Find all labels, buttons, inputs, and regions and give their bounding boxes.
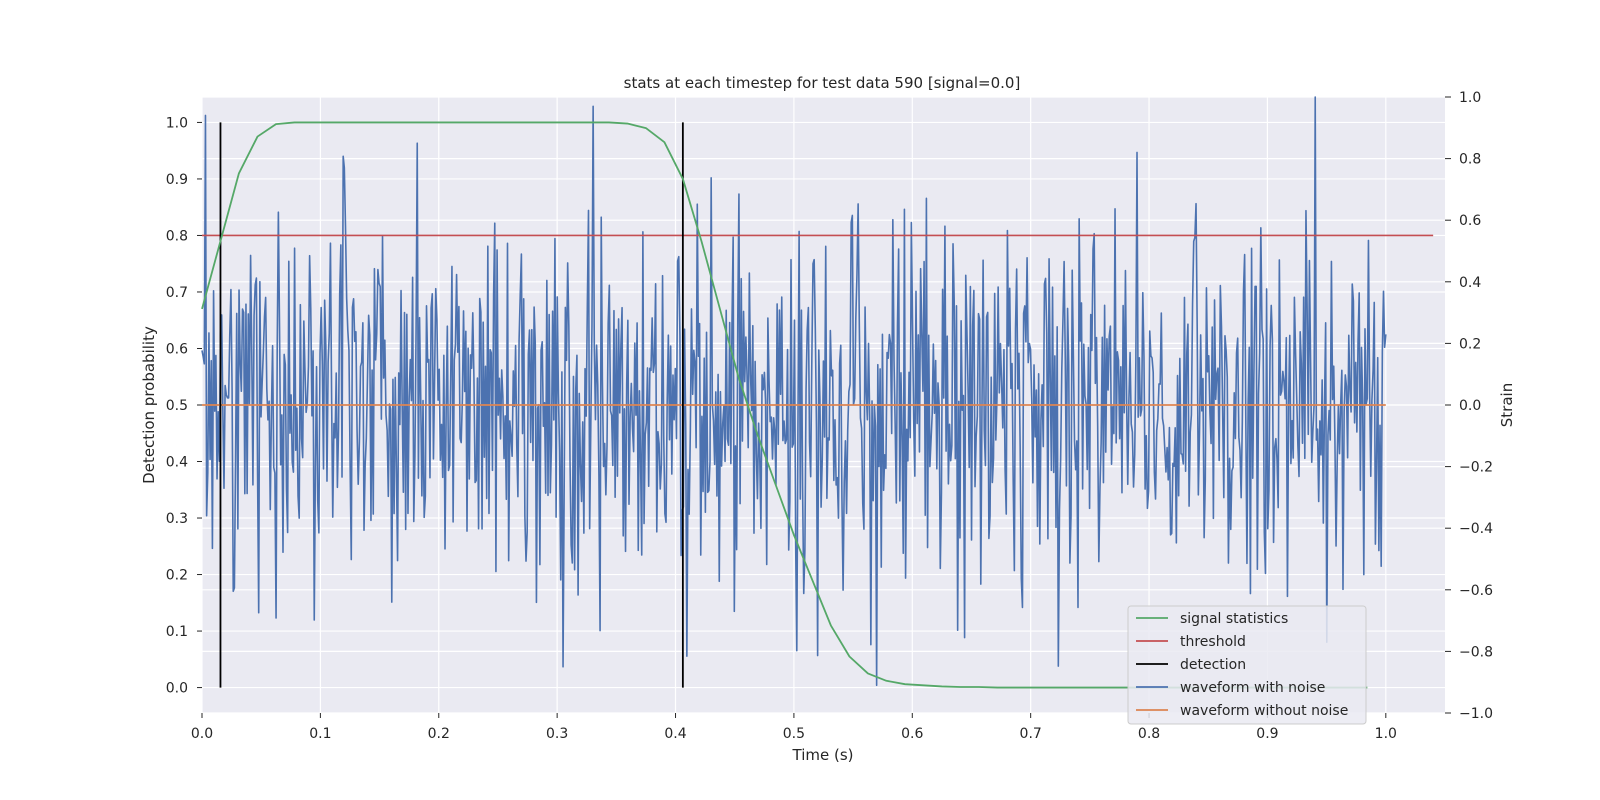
y-tick-label-left: 0.7 xyxy=(166,285,188,301)
legend-label: waveform with noise xyxy=(1180,680,1325,696)
x-tick-label: 0.1 xyxy=(309,726,331,742)
y-tick-label-right: −0.6 xyxy=(1459,583,1493,599)
y-tick-label-right: −1.0 xyxy=(1459,706,1493,722)
y-tick-label-left: 0.8 xyxy=(166,228,188,244)
x-tick-label: 0.5 xyxy=(783,726,805,742)
y-tick-label-right: −0.8 xyxy=(1459,644,1493,660)
y-tick-label-right: 1.0 xyxy=(1459,90,1481,106)
y-tick-label-right: 0.8 xyxy=(1459,152,1481,168)
x-tick-label: 1.0 xyxy=(1375,726,1397,742)
legend-box xyxy=(1127,605,1367,725)
y-tick-label-left: 0.0 xyxy=(166,681,188,697)
x-tick-label: 0.4 xyxy=(664,726,686,742)
x-axis-ticks: 0.0 0.1 0.2 0.3 0.4 0.5 0.6 0.7 0.8 0.9 1.0 xyxy=(191,713,1397,742)
legend-label: threshold xyxy=(1180,634,1246,650)
x-tick-label: 0.9 xyxy=(1256,726,1278,742)
left-axis-ticks: 0.0 0.1 0.2 0.3 0.4 0.5 0.6 0.7 0.8 0.9 1.0 xyxy=(166,115,202,697)
legend-label: signal statistics xyxy=(1180,611,1288,627)
y-axis-label-left: Detection probability xyxy=(140,326,158,484)
x-axis-label: Time (s) xyxy=(792,746,854,764)
legend: signal statistics threshold detection wavef… xyxy=(1127,605,1367,725)
y-tick-label-left: 1.0 xyxy=(166,115,188,131)
x-tick-label: 0.3 xyxy=(546,726,568,742)
y-tick-label-right: 0.2 xyxy=(1459,336,1481,352)
y-axis-label-right: Strain xyxy=(1498,383,1516,427)
series-layer xyxy=(201,96,1434,689)
legend-label: detection xyxy=(1180,657,1246,673)
x-tick-label: 0.2 xyxy=(428,726,450,742)
y-tick-label-left: 0.6 xyxy=(166,341,188,357)
y-tick-label-right: 0.0 xyxy=(1459,398,1481,414)
x-tick-label: 0.6 xyxy=(901,726,923,742)
y-tick-label-right: 0.6 xyxy=(1459,213,1481,229)
y-tick-label-right: −0.2 xyxy=(1459,460,1493,476)
legend-label: waveform without noise xyxy=(1180,703,1348,719)
y-tick-label-left: 0.4 xyxy=(166,455,188,471)
right-axis-ticks: −1.0 −0.8 −0.6 −0.4 −0.2 0.0 0.2 0.4 0.6 0.8 1.0 xyxy=(1445,90,1493,722)
y-tick-label-right: 0.4 xyxy=(1459,275,1481,291)
x-tick-label: 0.7 xyxy=(1020,726,1042,742)
x-tick-label: 0.0 xyxy=(191,726,213,742)
x-tick-label: 0.8 xyxy=(1138,726,1160,742)
y-tick-label-left: 0.3 xyxy=(166,511,188,527)
y-tick-label-left: 0.1 xyxy=(166,624,188,640)
chart-title: stats at each timestep for test data 590… xyxy=(624,74,1021,92)
series-waveform-with-noise xyxy=(201,96,1387,687)
y-tick-label-right: −0.4 xyxy=(1459,521,1493,537)
y-tick-label-left: 0.2 xyxy=(166,568,188,584)
y-tick-label-left: 0.5 xyxy=(166,398,188,414)
y-tick-label-left: 0.9 xyxy=(166,172,188,188)
